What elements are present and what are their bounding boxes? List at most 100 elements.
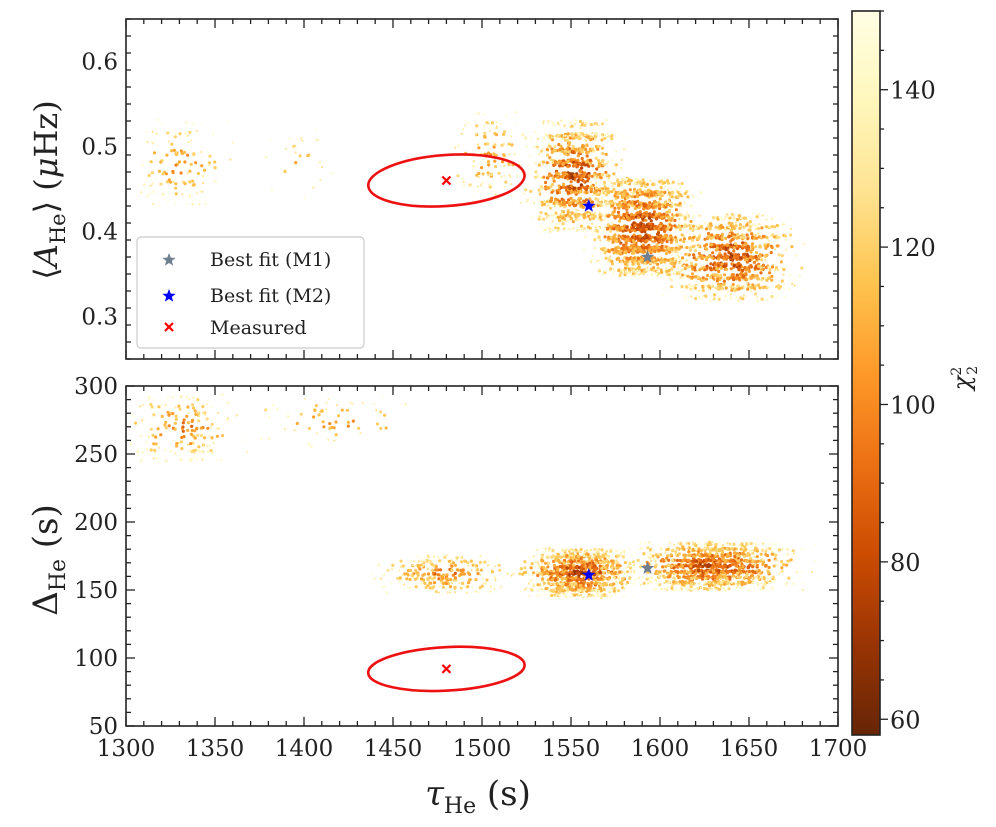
data-point (312, 415, 316, 419)
data-point (761, 263, 766, 267)
data-point (493, 587, 496, 590)
data-point (481, 182, 484, 185)
data-point (745, 277, 749, 281)
data-point (600, 247, 604, 251)
data-point (737, 276, 741, 280)
data-point (691, 245, 696, 249)
data-point (479, 555, 482, 558)
data-point (766, 298, 769, 301)
data-point (300, 137, 303, 140)
data-point (669, 267, 674, 271)
data-point (714, 263, 718, 267)
data-point (678, 217, 681, 220)
data-point (608, 591, 611, 594)
data-point (382, 585, 385, 589)
data-point (633, 192, 636, 195)
data-point (557, 134, 560, 137)
data-point (603, 565, 607, 569)
data-point (761, 214, 764, 217)
data-point (600, 197, 603, 200)
data-point (533, 175, 538, 179)
data-point (359, 431, 362, 435)
data-point (579, 126, 582, 130)
data-point (594, 156, 598, 160)
data-point (299, 412, 303, 416)
data-point (447, 559, 451, 563)
data-point (593, 212, 597, 215)
data-point (636, 249, 640, 253)
data-point (461, 571, 465, 575)
data-point (594, 122, 598, 126)
data-point (634, 274, 637, 278)
data-point (582, 179, 586, 183)
data-point (500, 143, 504, 147)
data-point (379, 410, 383, 414)
data-point (192, 152, 196, 156)
data-point (629, 566, 633, 570)
data-point (683, 201, 686, 204)
data-point (788, 215, 791, 218)
data-point (683, 266, 687, 271)
data-point (594, 247, 597, 250)
data-point (768, 226, 771, 229)
data-point (506, 572, 509, 576)
data-point (201, 181, 205, 185)
data-point (523, 549, 527, 552)
data-point (623, 250, 627, 254)
data-point (717, 257, 721, 261)
data-point (569, 159, 573, 163)
data-point (383, 413, 387, 417)
data-point (298, 154, 302, 158)
data-point (538, 215, 541, 218)
data-point (152, 398, 155, 401)
data-point (667, 225, 671, 229)
data-point (736, 232, 740, 236)
data-point (710, 284, 713, 287)
data-point (753, 234, 756, 237)
data-point (685, 214, 688, 217)
data-point (550, 150, 554, 154)
data-point (716, 263, 720, 267)
data-point (728, 234, 732, 238)
data-point (770, 274, 774, 278)
data-point (728, 285, 731, 288)
data-point (149, 184, 152, 187)
data-point (659, 221, 663, 225)
data-point (283, 169, 287, 173)
top-ylabel: ⟨AHe⟩ (μHz) (27, 100, 70, 280)
data-point (398, 569, 401, 572)
data-point (597, 218, 600, 221)
data-point (615, 588, 619, 591)
data-point (459, 586, 463, 590)
data-point (687, 265, 691, 269)
data-point (532, 555, 535, 558)
legend: Best fit (M1) Best fit (M2) Measured (136, 236, 365, 349)
data-point (709, 275, 713, 279)
data-point (208, 161, 212, 165)
data-point (558, 159, 562, 163)
data-point (493, 565, 497, 568)
data-point (616, 554, 620, 558)
data-point (474, 133, 477, 136)
data-point (624, 241, 628, 246)
data-point (525, 586, 528, 590)
data-point (733, 242, 738, 246)
data-point (174, 417, 178, 421)
data-point (606, 223, 610, 227)
data-point (485, 578, 489, 582)
data-point (503, 130, 507, 134)
data-point (764, 246, 768, 250)
data-point (780, 279, 784, 283)
data-point (570, 554, 573, 557)
data-point (174, 186, 178, 190)
data-point (654, 271, 657, 275)
data-point (567, 150, 571, 154)
data-point (488, 183, 491, 186)
data-point (406, 586, 409, 589)
data-point (714, 215, 718, 218)
data-point (617, 214, 621, 218)
data-point (679, 261, 683, 264)
data-point (477, 113, 480, 116)
data-point (246, 450, 249, 453)
data-point (152, 442, 156, 446)
